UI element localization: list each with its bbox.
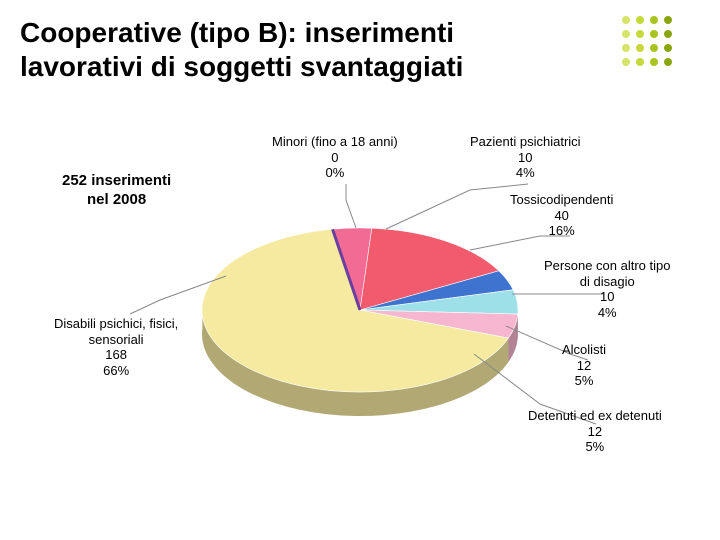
label-detenuti: Detenuti ed ex detenuti 12 5% bbox=[528, 408, 662, 455]
label-psichiatrici: Pazienti psichiatrici 10 4% bbox=[470, 134, 581, 181]
leader-line-1 bbox=[386, 184, 528, 229]
label-altro-disagio: Persone con altro tipo di disagio 10 4% bbox=[544, 258, 670, 320]
leader-line-0 bbox=[346, 184, 356, 228]
label-tossicodipendenti: Tossicodipendenti 40 16% bbox=[510, 192, 613, 239]
label-minori: Minori (fino a 18 anni) 0 0% bbox=[272, 134, 398, 181]
label-disabili: Disabili psichici, fisici, sensoriali 16… bbox=[54, 316, 178, 378]
label-alcolisti: Alcolisti 12 5% bbox=[562, 342, 606, 389]
